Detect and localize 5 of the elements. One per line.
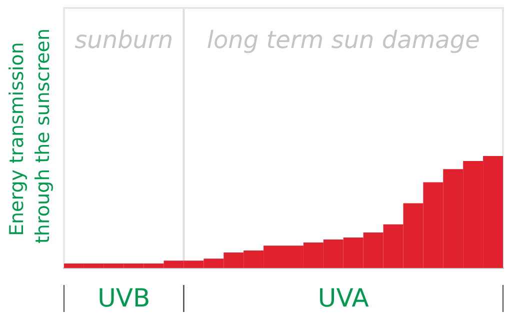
- text: UVB: [98, 284, 150, 312]
- text: sunburn: [74, 26, 174, 54]
- text: long term sun damage: [206, 26, 480, 54]
- text: UVA: [318, 284, 369, 312]
- y-axis-title: Energy transmission through the sunscreen: [6, 28, 54, 244]
